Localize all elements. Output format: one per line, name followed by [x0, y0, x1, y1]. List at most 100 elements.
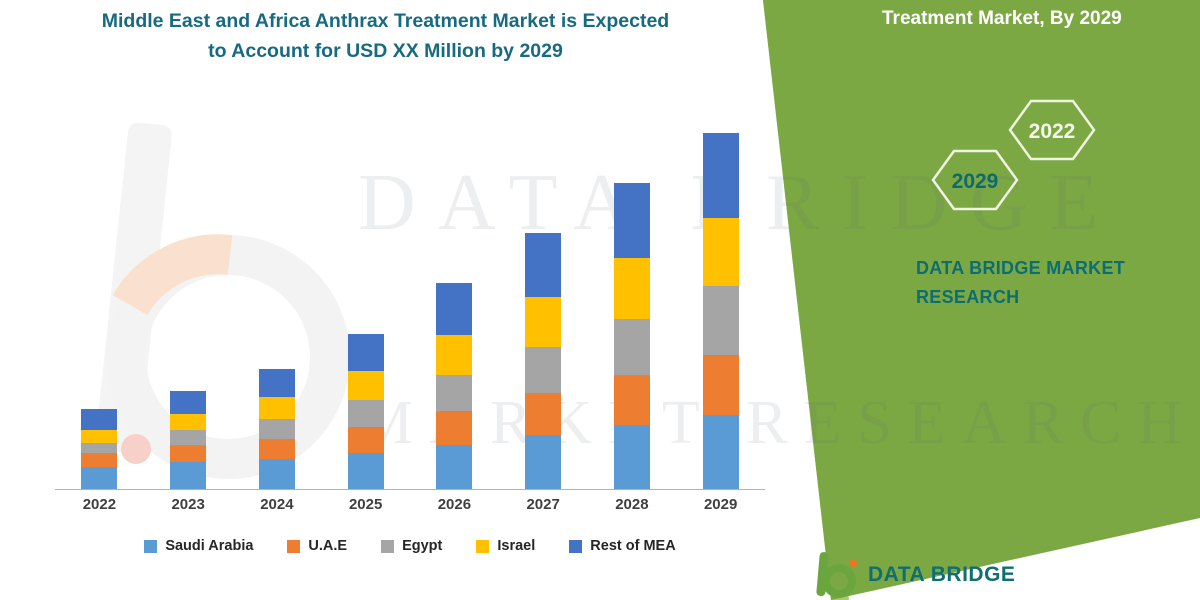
bar-column: [321, 128, 410, 489]
legend-item: Israel: [476, 538, 535, 554]
legend-label: Rest of MEA: [590, 538, 676, 554]
bar-segment: [436, 283, 473, 335]
bar-segment: [347, 370, 384, 400]
stacked-bar-chart: [55, 128, 765, 490]
bar-segment: [347, 452, 384, 489]
hexagon-2029-outline: [931, 149, 1019, 211]
hexagon-2022-label: 2022: [1029, 120, 1076, 143]
bar-column: [588, 128, 677, 489]
side-panel-brand-line2: RESEARCH: [916, 286, 1020, 307]
hexagon-2022-outline: [1008, 99, 1096, 161]
bar-segment: [347, 426, 384, 453]
bar-segment: [258, 418, 295, 439]
bar-segment: [436, 444, 473, 489]
legend-label: Saudi Arabia: [165, 538, 254, 554]
bar-segment: [436, 374, 473, 411]
legend-label: Egypt: [402, 538, 443, 554]
bar-segment: [258, 368, 295, 397]
x-axis-tick-label: 2022: [82, 496, 117, 513]
hexagon-2029-label: 2029: [952, 170, 999, 193]
bar-column: [410, 128, 499, 489]
chart-title-line1: Middle East and Africa Anthrax Treatment…: [101, 10, 670, 32]
bar-segment: [81, 452, 118, 467]
bar-segment: [702, 286, 739, 355]
bar-column: [144, 128, 233, 489]
bar-segment: [613, 318, 650, 375]
side-panel-headline: Treatment Market, By 2029: [882, 8, 1122, 29]
legend-label: Israel: [497, 538, 536, 554]
bar-segment: [613, 258, 650, 319]
stacked-bar: [613, 128, 650, 489]
stacked-bar: [258, 128, 295, 489]
bar-segment: [525, 233, 562, 297]
legend-item: Egypt: [381, 538, 442, 554]
legend-swatch: [381, 539, 395, 553]
x-axis-tick-label: 2029: [703, 496, 738, 513]
plot-area: [55, 128, 765, 490]
bar-segment: [702, 133, 739, 219]
bar-segment: [613, 183, 650, 259]
stacked-bar: [170, 128, 207, 489]
bar-segment: [170, 429, 207, 445]
x-axis-tick-label: 2024: [260, 496, 294, 513]
bar-segment: [702, 218, 739, 287]
background-watermark-logo-icon: [95, 122, 350, 479]
bar-segment: [258, 438, 295, 459]
legend-item: Rest of MEA: [569, 538, 676, 554]
bar-column: [55, 128, 144, 489]
legend-swatch: [569, 539, 583, 553]
legend-swatch: [287, 539, 301, 553]
bar-segment: [702, 414, 739, 489]
stacked-bar: [525, 128, 562, 489]
stacked-bar: [436, 128, 473, 489]
x-axis-labels: 2022 2023 2024 2025 2026 2027 2028 2029: [55, 496, 765, 513]
x-axis-tick-label: 2028: [615, 496, 649, 513]
legend-label: U.A.E: [308, 538, 348, 554]
x-axis-tick-label: 2025: [348, 496, 383, 513]
bar-segment: [613, 374, 650, 425]
legend-item: Saudi Arabia: [144, 538, 253, 554]
bar-segment: [170, 444, 207, 462]
bar-segment: [258, 396, 295, 419]
x-axis-tick-label: 2027: [526, 496, 560, 513]
bar-segment: [81, 466, 118, 489]
x-axis-tick-label: 2026: [437, 496, 472, 513]
bar-segment: [170, 413, 207, 430]
bar-column: [233, 128, 322, 489]
bar-segment: [525, 296, 562, 347]
stacked-bar: [702, 128, 739, 489]
bar-segment: [702, 354, 739, 415]
chart-title-line2: to Account for USD XX Million by 2029: [208, 40, 563, 63]
footer-logo: DATA BRIDGE: [812, 550, 1015, 600]
bar-segment: [525, 434, 562, 489]
footer-brand-text: DATA BRIDGE: [868, 563, 1016, 586]
bar-segment: [81, 408, 118, 430]
x-axis-tick-label: 2023: [171, 496, 205, 513]
bar-segment: [170, 461, 207, 489]
bar-segment: [258, 458, 295, 489]
bar-segment: [613, 424, 650, 489]
bar-segment: [525, 392, 562, 435]
chart-title: Middle East and Africa Anthrax Treatment…: [58, 6, 713, 66]
side-panel-brand: DATA BRIDGE MARKET RESEARCH: [916, 254, 1125, 312]
bar-segment: [81, 442, 118, 453]
stacked-bar: [347, 128, 384, 489]
bar-segment: [347, 333, 384, 371]
side-panel-brand-line1: DATA BRIDGE MARKET: [916, 258, 1126, 278]
bar-column: [676, 128, 765, 489]
bar-segment: [525, 346, 562, 393]
bar-segment: [81, 429, 118, 443]
bar-column: [499, 128, 588, 489]
bar-segment: [436, 410, 473, 445]
chart-legend: Saudi Arabia U.A.E Egypt Israel Rest of MEA: [55, 538, 765, 554]
year-hexagons: 2029 2022: [931, 99, 1096, 211]
bar-segment: [436, 334, 473, 375]
bar-segment: [347, 399, 384, 427]
legend-swatch: [144, 539, 158, 553]
legend-item: U.A.E: [287, 538, 347, 554]
stacked-bar: [81, 128, 118, 489]
bar-segment: [170, 390, 207, 414]
data-bridge-logo-icon: [816, 552, 857, 598]
